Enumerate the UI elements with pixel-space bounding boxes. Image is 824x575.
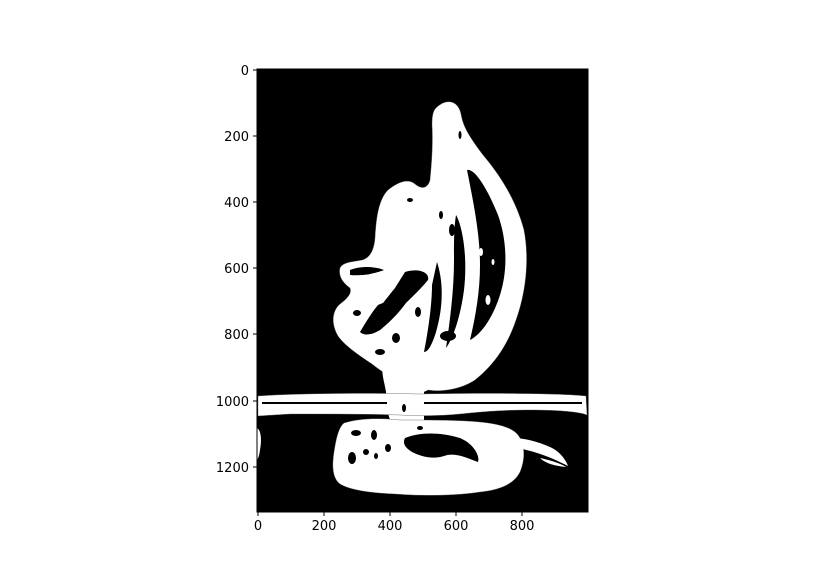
y-tick-label: 800 bbox=[224, 328, 249, 343]
right-lower-fragment bbox=[500, 437, 568, 466]
x-tick-label: 400 bbox=[378, 519, 403, 534]
lower-dark-features bbox=[348, 404, 479, 464]
y-tick-label: 1000 bbox=[216, 395, 249, 410]
upper-dark-features bbox=[350, 131, 506, 355]
y-tick-label: 600 bbox=[224, 262, 249, 277]
axes-frame bbox=[256, 68, 589, 513]
band-dark-line bbox=[262, 402, 387, 404]
specimen-horizontal-band bbox=[257, 393, 588, 417]
y-tick-label: 200 bbox=[224, 130, 249, 145]
y-tick-label: 400 bbox=[224, 196, 249, 211]
y-tick-label: 0 bbox=[241, 64, 249, 79]
x-tick-label: 0 bbox=[254, 519, 262, 534]
y-tick-label: 1200 bbox=[216, 461, 249, 476]
x-tick-label: 200 bbox=[312, 519, 337, 534]
x-axis: 0 200 400 600 800 bbox=[254, 512, 535, 534]
x-tick-label: 800 bbox=[510, 519, 535, 534]
image-panel bbox=[257, 69, 588, 512]
right-lower-fragment-2 bbox=[540, 458, 566, 467]
left-edge-fragment bbox=[257, 428, 261, 460]
upper-white-specks bbox=[479, 248, 495, 305]
band-dark-line-right bbox=[424, 402, 582, 404]
y-axis: 0 200 400 600 800 1000 1200 bbox=[216, 64, 257, 476]
x-tick-label: 600 bbox=[444, 519, 469, 534]
